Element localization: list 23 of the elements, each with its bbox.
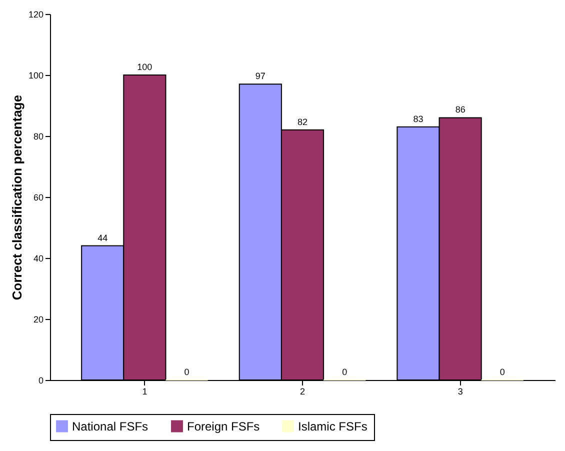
legend-label: Islamic FSFs xyxy=(298,419,368,434)
y-tick-label: 80 xyxy=(33,132,44,142)
data-label: 0 xyxy=(184,367,190,377)
x-tick-label: 2 xyxy=(300,386,306,396)
x-tick-label: 3 xyxy=(458,386,463,396)
x-tick-label: 1 xyxy=(142,386,148,396)
data-label: 0 xyxy=(342,367,348,377)
data-label: 44 xyxy=(98,232,108,243)
y-tick-label: 60 xyxy=(33,192,44,202)
y-tick-label: 100 xyxy=(28,70,44,80)
data-label: 100 xyxy=(137,62,152,72)
legend-label: National FSFs xyxy=(72,419,148,434)
data-label: 0 xyxy=(500,367,505,377)
data-label: 86 xyxy=(455,104,466,115)
y-tick-label: 0 xyxy=(38,376,44,386)
y-axis-title: Correct classification percentage xyxy=(9,94,24,300)
y-tick-label: 120 xyxy=(28,10,44,20)
y-tick-label: 40 xyxy=(33,254,44,264)
data-label: 82 xyxy=(297,116,308,127)
data-label: 83 xyxy=(413,114,424,124)
data-label: 97 xyxy=(255,71,266,82)
legend-label: Foreign FSFs xyxy=(187,419,260,434)
y-tick-label: 20 xyxy=(33,314,44,324)
